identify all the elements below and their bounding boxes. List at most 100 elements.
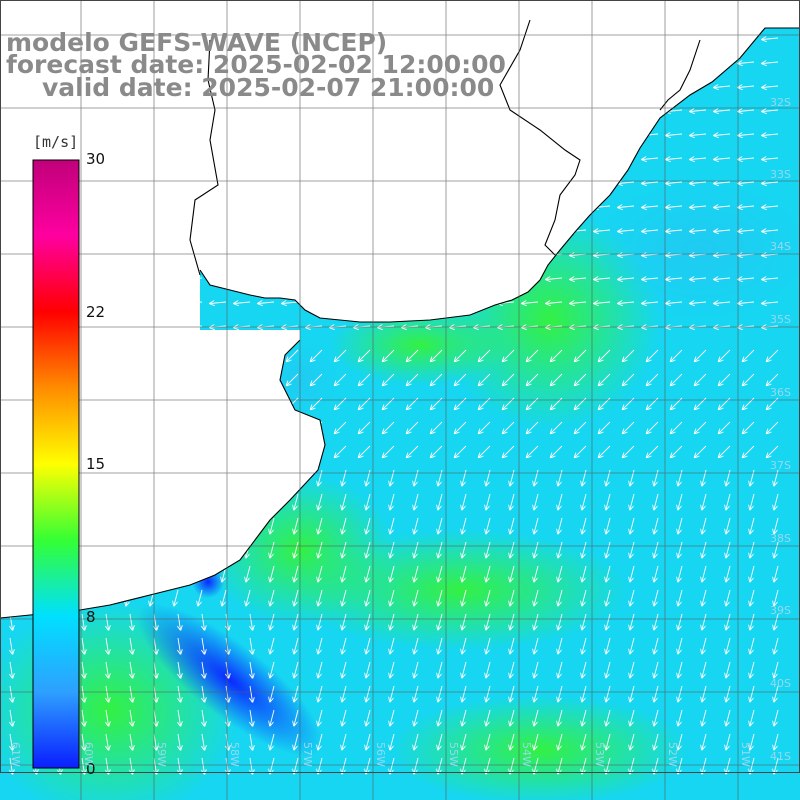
wind-arrow (623, 349, 635, 361)
wind-arrow (287, 373, 299, 385)
wind-arrow (546, 14, 562, 16)
wind-arrow (743, 445, 755, 457)
wind-arrow (606, 613, 611, 630)
wind-arrow (726, 637, 731, 654)
wind-arrow (503, 445, 515, 457)
wind-arrow (114, 230, 131, 232)
wind-arrow (474, 302, 491, 304)
wind-arrow (582, 709, 587, 726)
wind-arrow (263, 373, 275, 385)
wind-arrow (138, 278, 155, 280)
wind-arrow (498, 182, 515, 184)
wind-arrow (234, 110, 251, 112)
wind-arrow (342, 517, 347, 534)
wind-arrow (154, 757, 157, 774)
wind-arrow (330, 158, 347, 160)
wind-arrow (90, 110, 107, 112)
wind-arrow (82, 685, 85, 702)
wind-arrow (630, 613, 635, 630)
wind-arrow (178, 685, 181, 702)
wind-arrow (250, 709, 253, 726)
wind-arrow (318, 709, 323, 726)
wind-arrow (102, 541, 107, 558)
wind-arrow (666, 302, 683, 304)
wind-arrow (767, 373, 779, 385)
wind-arrow (6, 565, 11, 582)
wind-arrow (618, 182, 635, 184)
wind-arrow (378, 14, 394, 16)
wind-arrow (498, 206, 515, 208)
wind-arrow (126, 469, 131, 486)
wind-arrow (599, 349, 611, 361)
wind-arrow (606, 541, 611, 558)
wind-arrow (522, 206, 539, 208)
wind-arrow (690, 206, 707, 208)
wind-arrow (582, 493, 587, 510)
wind-arrow (178, 757, 181, 774)
wind-arrow (378, 158, 395, 160)
wind-arrow (486, 637, 491, 654)
wind-arrow (383, 445, 395, 457)
wind-arrow (582, 637, 587, 654)
wind-arrow (342, 613, 347, 630)
wind-arrow (750, 661, 755, 678)
wind-arrow (486, 517, 491, 534)
wind-arrow (486, 757, 491, 774)
wind-arrow (642, 278, 659, 280)
wind-arrow (342, 637, 347, 654)
wind-arrow (378, 110, 395, 112)
lat-label: 41S (770, 750, 791, 763)
wind-arrow (606, 685, 611, 702)
wind-arrow (666, 230, 683, 232)
wind-arrow (426, 14, 442, 16)
wind-arrow (678, 541, 683, 558)
lat-label: 34S (770, 240, 791, 253)
wind-arrow (726, 541, 731, 558)
wind-arrow (114, 302, 131, 304)
wind-arrow (426, 182, 443, 184)
wind-arrow (534, 661, 539, 678)
wind-arrow (258, 206, 275, 208)
wind-arrow (546, 110, 563, 112)
wind-arrow (23, 349, 35, 361)
wind-arrow (143, 349, 155, 361)
wind-arrow (390, 637, 395, 654)
wind-arrow (119, 373, 131, 385)
wind-arrow (10, 685, 13, 702)
wind-arrow (606, 757, 611, 774)
wind-arrow (234, 302, 251, 304)
wind-arrow (294, 733, 299, 750)
wind-arrow (558, 541, 563, 558)
wind-arrow (714, 110, 731, 112)
model-title: modelo GEFS-WAVE (NCEP) (6, 28, 388, 57)
wind-arrow (407, 445, 419, 457)
wind-arrow (630, 493, 635, 510)
wind-arrow (503, 421, 515, 433)
wind-arrow (186, 110, 203, 112)
wind-arrow (18, 302, 35, 304)
wind-arrow (191, 421, 203, 433)
lon-label: 59W (155, 742, 168, 767)
wind-arrow (570, 110, 587, 112)
wind-arrow (106, 637, 109, 654)
wind-arrow (606, 493, 611, 510)
wind-arrow (738, 110, 755, 112)
wind-arrow (95, 421, 107, 433)
wind-arrow (534, 469, 539, 486)
wind-arrow (678, 661, 683, 678)
wind-arrow (558, 469, 563, 486)
wind-arrow (198, 469, 203, 486)
wind-arrow (462, 613, 467, 630)
wind-arrow (582, 757, 587, 774)
wind-arrow (671, 421, 683, 433)
wind-arrow (594, 86, 611, 88)
wind-arrow (678, 469, 683, 486)
wind-arrow (702, 685, 707, 702)
wind-arrow (383, 373, 395, 385)
wind-arrow (366, 757, 371, 774)
wind-arrow (774, 517, 779, 534)
wind-arrow (582, 565, 587, 582)
wind-arrow (647, 421, 659, 433)
wind-arrow (294, 637, 299, 654)
wind-arrow (606, 565, 611, 582)
